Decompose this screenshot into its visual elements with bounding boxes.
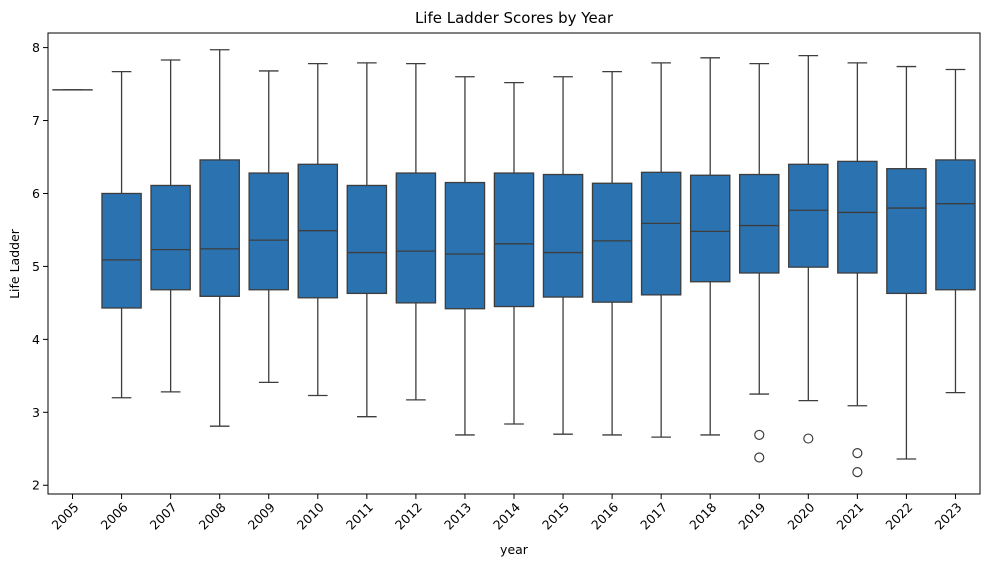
iqr-box	[395, 172, 437, 304]
x-tick-label: 2013	[441, 500, 474, 533]
x-tick-label: 2022	[882, 500, 915, 533]
iqr-box	[886, 168, 927, 295]
outlier-point	[803, 433, 814, 444]
x-tick-label: 2018	[686, 499, 719, 532]
x-tick-label: 2015	[539, 500, 572, 533]
iqr-box	[788, 163, 829, 268]
y-tick-label: 7	[32, 113, 40, 128]
iqr-box	[837, 160, 878, 274]
x-tick-label: 2023	[931, 500, 964, 533]
iqr-box	[101, 192, 142, 309]
iqr-box	[738, 173, 780, 274]
iqr-box	[150, 184, 191, 291]
box-2014	[493, 81, 535, 425]
iqr-box	[689, 174, 731, 283]
box-2012	[395, 62, 437, 401]
box-2010	[297, 62, 339, 397]
plot-area	[52, 49, 976, 478]
x-tick-label: 2014	[490, 499, 523, 532]
box-2009	[248, 70, 290, 384]
y-tick-label: 3	[32, 405, 40, 420]
box-2007	[150, 59, 191, 393]
chart-title: Life Ladder Scores by Year	[415, 9, 614, 27]
x-tick-label: 2016	[588, 499, 621, 532]
iqr-box	[591, 182, 633, 303]
outlier-point	[754, 452, 765, 463]
x-axis-label: year	[500, 542, 529, 557]
x-tick-label: 2009	[245, 499, 278, 532]
box-2020	[788, 54, 829, 444]
box-2019	[738, 62, 780, 463]
iqr-box	[935, 159, 976, 291]
box-2022	[886, 65, 927, 460]
iqr-box	[640, 171, 682, 296]
x-tick-label: 2008	[196, 499, 229, 532]
outlier-point	[852, 448, 863, 459]
iqr-box	[444, 181, 486, 310]
iqr-box	[199, 159, 240, 297]
box-2018	[689, 57, 731, 436]
iqr-box	[542, 173, 584, 298]
y-axis: 2 3 4 5 6 7 8	[32, 40, 48, 493]
x-tick-label: 2021	[833, 500, 866, 533]
x-tick-label: 2010	[294, 499, 327, 532]
iqr-box	[493, 172, 535, 308]
x-tick-label: 2020	[784, 499, 817, 532]
x-tick-label: 2011	[343, 500, 376, 533]
x-tick-label: 2007	[147, 500, 180, 533]
box-2023	[935, 68, 976, 394]
x-tick-label: 2017	[637, 500, 670, 533]
box-2013	[444, 76, 486, 436]
x-tick-label: 2005	[49, 500, 82, 533]
box-2017	[640, 62, 682, 438]
box-2021	[837, 62, 878, 478]
y-tick-label: 2	[32, 478, 40, 493]
y-tick-label: 4	[32, 332, 40, 347]
y-tick-label: 8	[32, 40, 40, 55]
box-2006	[101, 71, 142, 399]
box-2008	[199, 49, 240, 427]
y-tick-label: 5	[32, 259, 40, 274]
y-tick-label: 6	[32, 186, 40, 201]
x-tick-label: 2006	[98, 499, 131, 532]
y-axis-label: Life Ladder	[7, 228, 22, 299]
box-2015	[542, 76, 584, 435]
x-axis: 2005 2006 2007 2008 2009 2010 2011 2012 2013 2014…	[49, 494, 965, 533]
x-tick-label: 2019	[735, 499, 768, 532]
box-2016	[591, 71, 633, 436]
iqr-box	[346, 184, 388, 295]
outlier-point	[852, 467, 863, 478]
box-2011	[346, 62, 388, 418]
x-tick-label: 2012	[392, 500, 425, 533]
iqr-box	[248, 172, 290, 291]
outlier-point	[754, 429, 765, 441]
